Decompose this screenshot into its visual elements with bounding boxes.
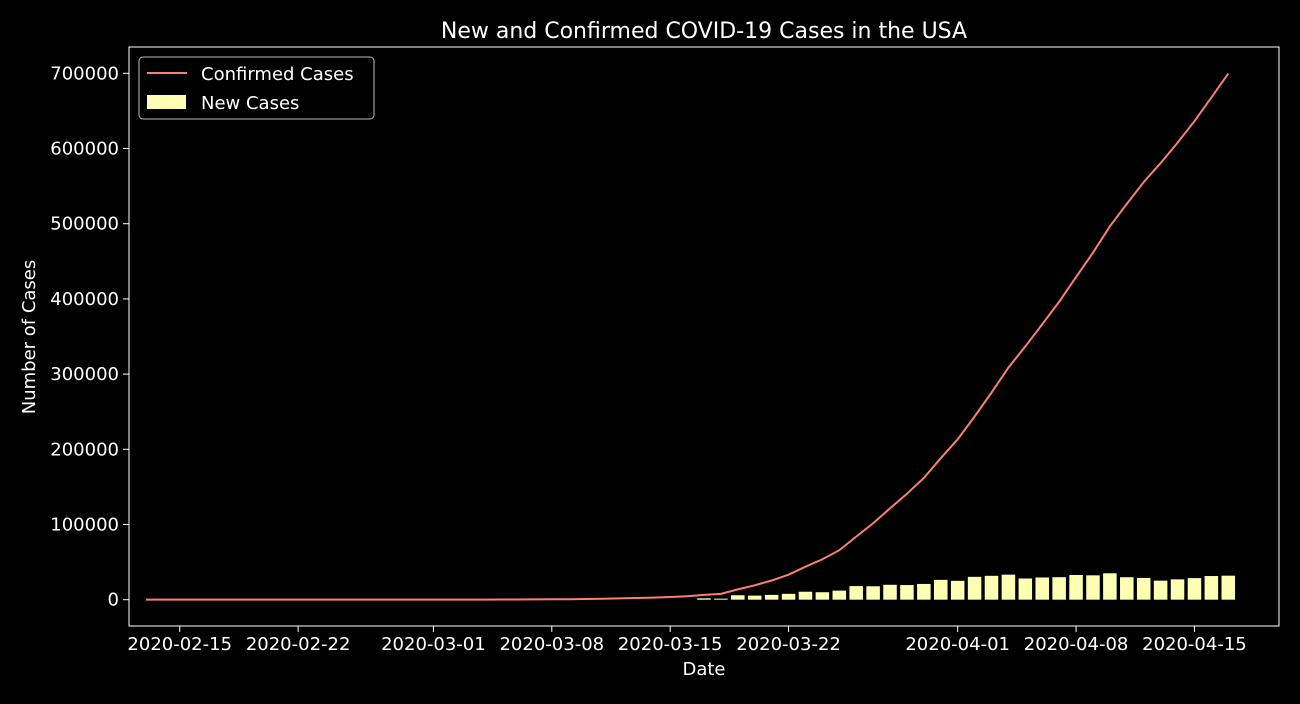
x-tick-label: 2020-04-08 (1024, 634, 1129, 655)
new-cases-bars (697, 573, 1236, 600)
new-cases-bar (866, 586, 880, 600)
new-cases-bar (967, 576, 982, 600)
new-cases-bar (1221, 575, 1236, 600)
new-cases-bar (1120, 577, 1134, 600)
new-cases-bar (1052, 577, 1066, 600)
new-cases-bar (1086, 575, 1100, 600)
y-axis-label: Number of Cases (19, 260, 40, 415)
confirmed-cases-line (145, 72, 1230, 601)
new-cases-bar (747, 595, 762, 600)
new-cases-bar (1136, 577, 1151, 600)
new-cases-bar (798, 591, 813, 600)
y-tick-label: 300000 (50, 364, 119, 385)
new-cases-bar (849, 586, 863, 600)
new-cases-bar (1187, 578, 1202, 600)
new-cases-bar (917, 583, 931, 600)
x-tick-label: 2020-02-15 (127, 634, 232, 655)
plot-frame (128, 46, 1280, 627)
y-tick-label: 600000 (50, 139, 119, 160)
y-tick-label: 200000 (50, 439, 119, 460)
new-cases-bar (781, 593, 796, 600)
legend-box (138, 56, 375, 120)
y-axis: 0 100000 200000 300000 400000 500000 600000 700… (50, 63, 129, 611)
new-cases-bar (883, 584, 897, 600)
new-cases-bar (1069, 575, 1083, 600)
new-cases-bar (714, 598, 728, 600)
x-axis: 2020-02-15 2020-02-22 2020-03-01 2020-03-08… (127, 626, 1247, 655)
new-cases-bar (950, 580, 965, 600)
legend-new-cases-swatch (147, 95, 186, 109)
y-tick-label: 0 (108, 590, 119, 611)
x-tick-label: 2020-03-22 (736, 634, 841, 655)
y-tick-label: 100000 (50, 514, 119, 535)
new-cases-bar (697, 598, 711, 600)
x-tick-label: 2020-02-22 (246, 634, 351, 655)
new-cases-bar (1001, 574, 1016, 600)
legend: Confirmed Cases New Cases (138, 56, 375, 120)
legend-new-cases-label: New Cases (201, 93, 299, 114)
new-cases-bar (1153, 580, 1168, 600)
y-tick-label: 400000 (50, 289, 119, 310)
new-cases-bar (1170, 579, 1185, 600)
new-cases-bar (832, 590, 847, 600)
new-cases-bar (1103, 573, 1117, 600)
legend-confirmed-label: Confirmed Cases (201, 64, 354, 85)
x-axis-label: Date (682, 659, 725, 680)
new-cases-bar (934, 579, 948, 600)
new-cases-bar (815, 592, 830, 600)
new-cases-bar (1018, 578, 1033, 600)
x-tick-label: 2020-04-15 (1142, 634, 1247, 655)
x-tick-label: 2020-03-01 (381, 634, 486, 655)
x-tick-label: 2020-03-15 (618, 634, 723, 655)
new-cases-bar (900, 585, 914, 600)
new-cases-bar (1204, 576, 1219, 600)
new-cases-bar (984, 575, 999, 600)
new-cases-bar (764, 594, 779, 600)
chart-title: New and Confirmed COVID-19 Cases in the … (441, 19, 967, 44)
y-tick-label: 700000 (50, 63, 119, 84)
x-tick-label: 2020-04-01 (905, 634, 1010, 655)
x-tick-label: 2020-03-08 (499, 634, 604, 655)
new-cases-bar (731, 595, 745, 600)
confirmed-cases-line-layer (145, 72, 1230, 601)
y-tick-label: 500000 (50, 214, 119, 235)
new-cases-bar (1035, 577, 1049, 600)
